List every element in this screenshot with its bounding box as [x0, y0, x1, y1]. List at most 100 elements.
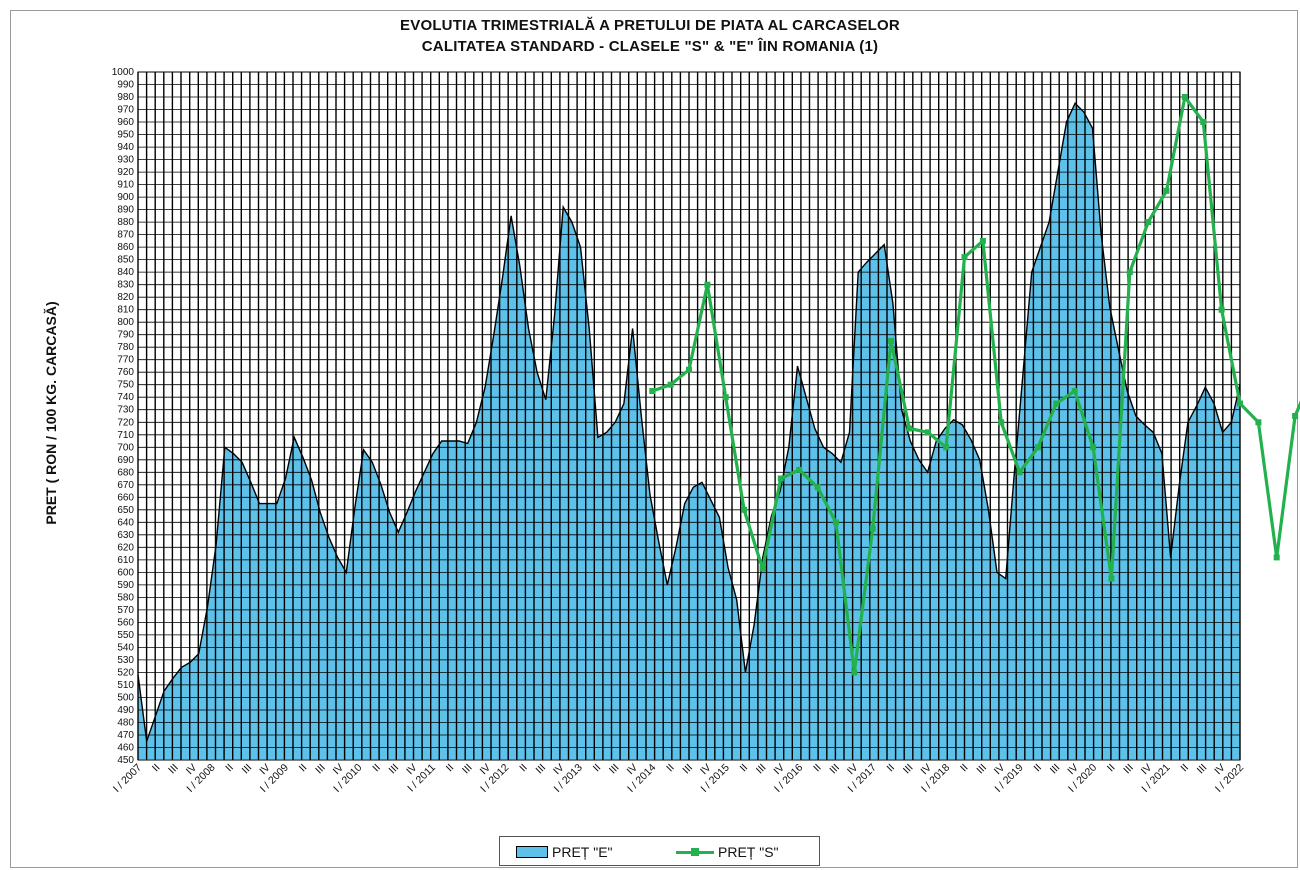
series-s-point	[704, 281, 711, 288]
x-tick-label: III	[166, 762, 181, 777]
series-s-point	[759, 565, 766, 572]
x-tick-label: III	[901, 762, 916, 777]
x-tick-label: II	[297, 762, 310, 775]
series-s-point	[1237, 400, 1243, 407]
series-s-point	[851, 669, 858, 676]
y-tick-label: 930	[117, 155, 134, 166]
y-tick-label: 940	[117, 142, 134, 153]
x-tick-label: III	[1048, 762, 1063, 777]
series-s-point	[1126, 269, 1133, 276]
y-tick-label: 810	[117, 305, 134, 316]
y-tick-label: 990	[117, 80, 134, 91]
series-s-point	[1163, 187, 1170, 194]
y-tick-label: 920	[117, 167, 134, 178]
y-tick-label: 900	[117, 192, 134, 203]
series-s-point	[1255, 419, 1262, 426]
y-tick-label: 620	[117, 542, 134, 553]
series-s-point	[998, 419, 1005, 426]
x-tick-label: III	[460, 762, 475, 777]
y-tick-label: 610	[117, 555, 134, 566]
x-tick-label: III	[1121, 762, 1136, 777]
x-tick-label: II	[885, 762, 898, 775]
y-tick-label: 960	[117, 117, 134, 128]
series-s-point	[869, 525, 876, 532]
series-e-line	[137, 102, 1241, 742]
y-tick-label: 660	[117, 492, 134, 503]
y-tick-label: 730	[117, 405, 134, 416]
x-tick-label: II	[150, 762, 163, 775]
y-tick-label: 710	[117, 430, 134, 441]
y-tick-label: 460	[117, 743, 134, 754]
y-tick-label: 870	[117, 230, 134, 241]
x-tick-label: II	[738, 762, 751, 775]
series-s-point	[832, 519, 839, 526]
series-s-point	[1053, 400, 1060, 407]
y-tick-label: 740	[117, 392, 134, 403]
y-tick-label: 980	[117, 92, 134, 103]
x-tick-label: III	[240, 762, 255, 777]
x-tick-label: II	[223, 762, 236, 775]
series-s-point	[888, 337, 894, 344]
y-tick-label: 670	[117, 480, 134, 491]
series-s-point	[1292, 413, 1299, 419]
y-tick-label: 490	[117, 705, 134, 716]
x-tick-label: II	[664, 762, 677, 775]
y-tick-label: 820	[117, 292, 134, 303]
x-tick-label: III	[1195, 762, 1210, 777]
x-tick-label: III	[754, 762, 769, 777]
series-s-point	[667, 381, 674, 388]
series-s-point	[961, 254, 968, 261]
y-tick-label: 630	[117, 530, 134, 541]
chart-subtitle: CALITATEA STANDARD - CLASELE "S" & "E" Î…	[421, 38, 879, 55]
series-s-point	[1200, 119, 1207, 125]
y-tick-label: 480	[117, 718, 134, 729]
y-tick-label: 800	[117, 317, 134, 328]
y-tick-label: 520	[117, 667, 134, 678]
x-tick-label: II	[1032, 762, 1045, 775]
series-s-point	[1218, 306, 1225, 313]
series-s-point	[1181, 94, 1188, 100]
x-tick-label: II	[517, 762, 530, 775]
y-tick-label: 850	[117, 255, 134, 266]
y-tick-label: 890	[117, 205, 134, 216]
y-tick-label: 840	[117, 267, 134, 278]
series-s-point	[649, 388, 656, 394]
y-tick-label: 790	[117, 330, 134, 341]
x-tick-label: II	[811, 762, 824, 775]
y-tick-label: 650	[117, 505, 134, 516]
series-s-point	[796, 466, 803, 473]
y-tick-label: 720	[117, 417, 134, 428]
y-tick-label: 570	[117, 605, 134, 616]
series-s-point	[1108, 575, 1115, 582]
y-tick-label: 680	[117, 467, 134, 478]
series-s-point	[1035, 444, 1041, 451]
y-tick-label: 950	[117, 130, 134, 141]
x-tick-label: I / 2007	[111, 762, 144, 795]
y-tick-label: 770	[117, 355, 134, 366]
x-tick-label: III	[680, 762, 695, 777]
series-s-point	[979, 237, 986, 244]
series-s-point	[686, 366, 692, 373]
series-s-point	[777, 475, 784, 482]
y-tick-label: 830	[117, 280, 134, 291]
y-tick-label: 590	[117, 580, 134, 591]
series-s-point	[924, 429, 931, 436]
series-s-point	[814, 484, 821, 491]
chart-title: EVOLUTIA TRIMESTRIALĂ A PRETULUI DE PIAT…	[400, 17, 900, 34]
series-s-point	[1071, 388, 1078, 394]
y-tick-label: 750	[117, 380, 134, 391]
series-s-point	[1273, 554, 1280, 561]
series-s-point	[943, 444, 950, 451]
y-tick-label: 880	[117, 217, 134, 228]
x-tick-label: III	[313, 762, 328, 777]
y-tick-label: 550	[117, 630, 134, 641]
y-tick-label: 1000	[112, 67, 135, 78]
y-tick-label: 600	[117, 567, 134, 578]
y-tick-label: 700	[117, 442, 134, 453]
legend-label-e: PREȚ "E"	[552, 844, 613, 860]
legend: PREȚ "E" PREȚ "S"	[499, 836, 820, 866]
y-tick-label: 530	[117, 655, 134, 666]
y-tick-label: 470	[117, 730, 134, 741]
x-tick-label: III	[974, 762, 989, 777]
x-tick-label: III	[827, 762, 842, 777]
